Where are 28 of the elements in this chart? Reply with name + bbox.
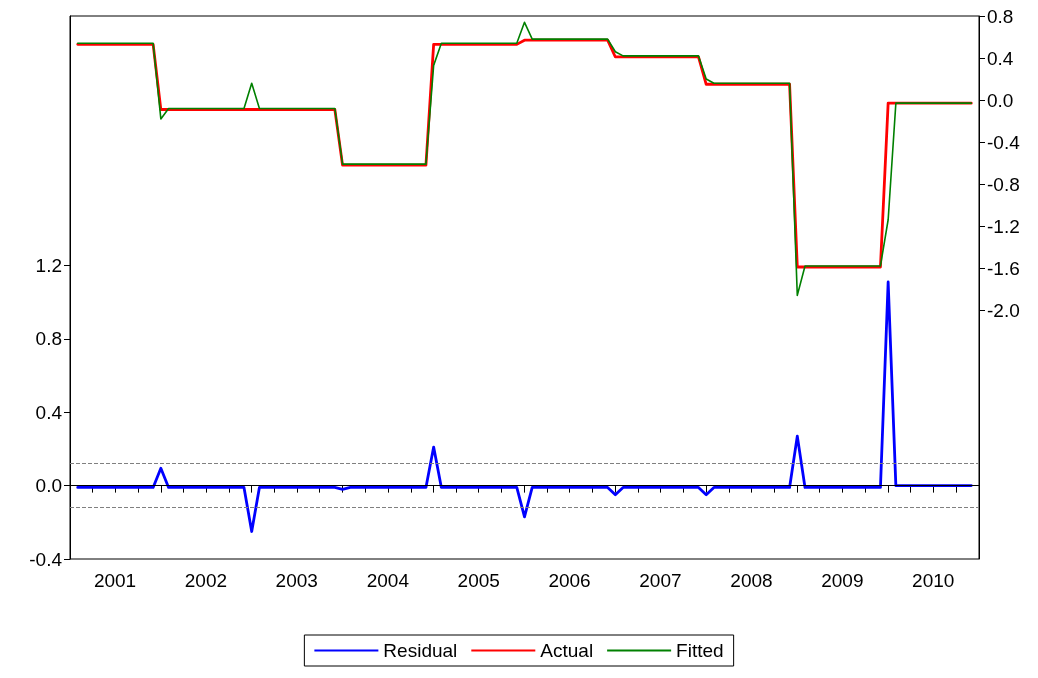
y2-tick-label: -1.6 bbox=[987, 257, 1020, 279]
x-tick-label: 2002 bbox=[184, 570, 228, 591]
y2-tick-label: 0.4 bbox=[987, 47, 1014, 69]
y2-tick-label: -0.4 bbox=[987, 131, 1021, 153]
y-tick-label: 1.2 bbox=[35, 254, 62, 276]
x-tick-label: 2007 bbox=[639, 570, 682, 591]
line-series bbox=[76, 280, 973, 533]
x-tick-label: 2010 bbox=[912, 570, 955, 591]
y-tick-label: 0.4 bbox=[35, 401, 63, 423]
legend-label: Residual bbox=[383, 640, 458, 661]
y2-tick-label: -1.2 bbox=[987, 215, 1020, 237]
x-tick-label: 2008 bbox=[730, 570, 773, 591]
y-tick-label: 0.0 bbox=[35, 475, 62, 497]
x-tick-label: 2003 bbox=[275, 570, 318, 591]
y-tick-label: -0.4 bbox=[29, 548, 63, 570]
y2-tick-label: 0.0 bbox=[987, 89, 1014, 111]
y2-tick-label: -2.0 bbox=[987, 299, 1020, 321]
line-series bbox=[76, 21, 973, 297]
y2-tick-label: 0.8 bbox=[987, 5, 1014, 27]
x-tick-label: 2001 bbox=[93, 570, 137, 591]
y2-tick-label: -0.8 bbox=[987, 173, 1020, 195]
legend-label: Actual bbox=[540, 640, 594, 661]
legend-label: Fitted bbox=[676, 640, 724, 661]
x-tick-label: 2009 bbox=[821, 570, 864, 591]
x-tick-label: 2004 bbox=[366, 570, 410, 591]
x-tick-label: 2005 bbox=[457, 570, 500, 591]
y-tick-label: 0.8 bbox=[35, 328, 62, 350]
x-tick-label: 2006 bbox=[548, 570, 591, 591]
